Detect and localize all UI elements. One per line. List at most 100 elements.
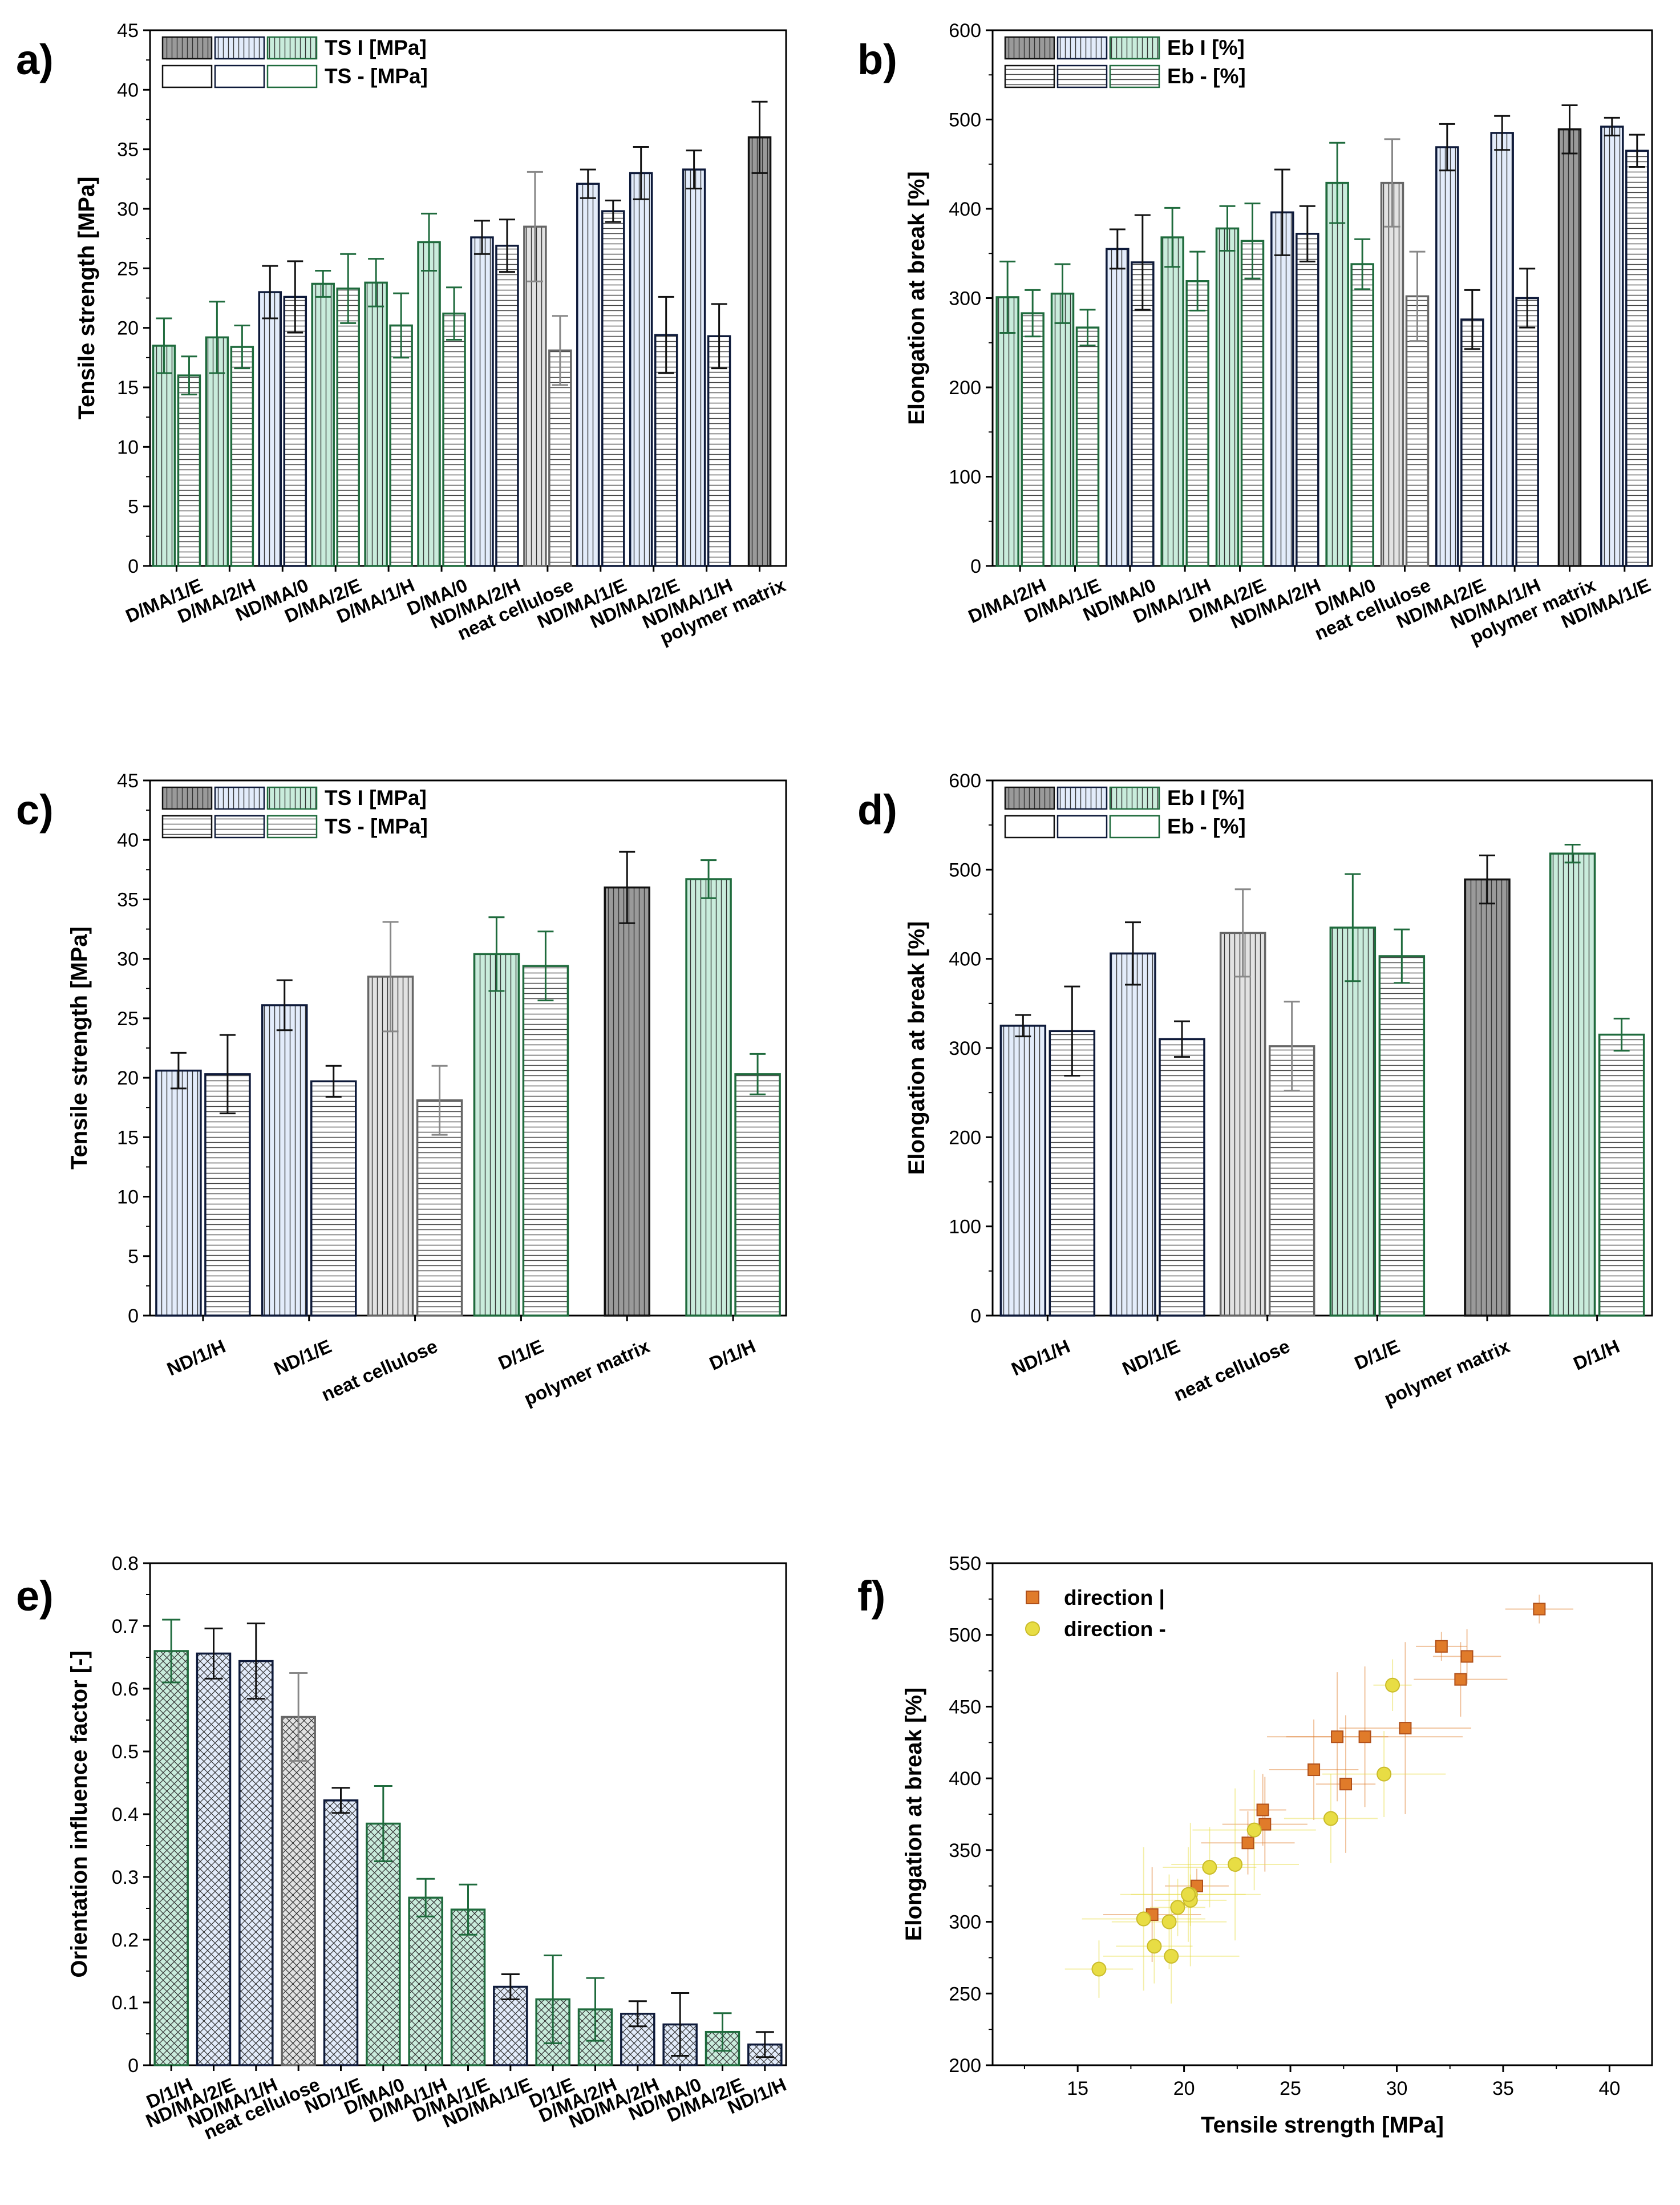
x-tick-label: 40 (1599, 2078, 1621, 2099)
bar-ND/MA/0-I-hatch (259, 292, 281, 566)
legend-swatch-row2-border (161, 815, 213, 839)
y-tick-label: 100 (949, 1216, 981, 1238)
bar-ND/MA/2/E-I-hatch (630, 173, 652, 566)
y-tick-label: 300 (949, 1912, 981, 1933)
bar-D/1/H-hatch (155, 1651, 188, 2065)
legend-label-row1: TS I [MPa] (325, 786, 427, 810)
bar-D/MA/2/H-perp-hatch (1022, 313, 1044, 566)
point-direction-perp (1181, 1887, 1196, 1902)
legend-swatch-row1-hatch (1110, 37, 1159, 59)
bar-neat cellulose-I-hatch (524, 226, 546, 566)
bar-D/MA/1/H-perp-hatch (1187, 281, 1209, 566)
panel-f: f) 200 250 300 350 400 450 500 550 Elongation at … (857, 1553, 1653, 2138)
y-axis-label: Elongation at break [%] (904, 171, 929, 425)
y-tick-label: 0.4 (112, 1804, 139, 1826)
legend-swatch-row1-border (1109, 786, 1160, 810)
legend-swatch-row2-border (1056, 64, 1108, 88)
point-direction-parallel (1256, 1803, 1269, 1816)
bar-D/MA/1/E-I-hatch (153, 345, 175, 566)
point-direction-parallel (1241, 1836, 1254, 1850)
y-tick-label: 0 (970, 1305, 981, 1327)
x-tick-label: neat cellulose (318, 1336, 440, 1406)
bar-ND/1/H-I-hatch (1001, 1025, 1046, 1316)
bar-D/MA/2/H-I-hatch (997, 297, 1019, 566)
bar-D/MA/1/H-hatch (409, 1897, 443, 2065)
y-axis-label: Elongation at break [%] (904, 921, 929, 1175)
point-direction-parallel (1399, 1722, 1412, 1735)
bar-ND/MA/1/H-I-hatch (683, 169, 705, 566)
bar-ND/1/H-perp-hatch (205, 1074, 250, 1316)
legend-swatch-row1-hatch (1058, 787, 1107, 809)
panel-b: b) 0 100 200 300 400 500 600 Elongation at break… (857, 20, 1654, 649)
y-tick-label: 35 (117, 139, 139, 161)
y-tick-label: 0 (128, 2055, 139, 2077)
bar-ND/MA/2/E-perp-hatch (1461, 319, 1483, 566)
bar-D/MA/1/H-perp-hatch (390, 325, 412, 566)
legend-marker-square (1026, 1591, 1039, 1604)
point-direction-parallel (1454, 1673, 1467, 1686)
x-tick-label: 25 (1280, 2078, 1301, 2099)
y-axis-label: Elongation at break [%] (901, 1688, 926, 1941)
y-axis-label: Tensile strength [MPa] (67, 926, 92, 1170)
x-axis-label: Tensile strength [MPa] (1201, 2113, 1444, 2138)
x-tick-label: D/1/E (495, 1336, 546, 1374)
point-direction-parallel (1533, 1603, 1546, 1616)
legend-swatch-row2-hatch (1110, 66, 1159, 87)
bar-D/MA/1/H-I-hatch (1161, 237, 1184, 567)
y-tick-label: 200 (949, 2055, 981, 2077)
y-axis-label: Tensile strength [MPa] (74, 177, 99, 420)
legend-swatch-row1-border (161, 786, 213, 810)
bar-ND/MA/1/H-perp-hatch (708, 336, 730, 566)
y-tick-label: 35 (117, 889, 139, 911)
legend-swatch-row2 (215, 66, 264, 87)
y-tick-label: 0.7 (112, 1616, 139, 1637)
panel-label: d) (857, 786, 897, 834)
bar-ND/1/E-I-hatch (1111, 953, 1155, 1316)
x-tick-label: ND/1/E (270, 1336, 334, 1379)
y-tick-label: 350 (949, 1840, 981, 1862)
bar-D/MA/1/E-perp-hatch (178, 375, 200, 566)
y-tick-label: 0.8 (112, 1553, 139, 1575)
legend-swatch-row2-border (266, 815, 318, 839)
y-tick-label: 45 (117, 20, 139, 42)
bar-ND/1/E-perp-hatch (1160, 1039, 1204, 1316)
y-tick-label: 0.1 (112, 1992, 139, 2014)
point-direction-perp (1164, 1948, 1179, 1964)
bar-ND/MA/1/E-perp-hatch (1626, 151, 1648, 566)
y-tick-label: 400 (949, 949, 981, 970)
x-tick-label: ND/1/E (1119, 1336, 1183, 1379)
legend-swatch-row2 (1110, 816, 1159, 838)
point-direction-perp (1246, 1822, 1262, 1838)
point-direction-perp (1170, 1900, 1185, 1915)
legend-swatch-row2 (268, 66, 317, 87)
y-tick-label: 300 (949, 1038, 981, 1059)
point-direction-parallel (1258, 1818, 1272, 1831)
legend-label-direction-perp: direction - (1064, 1617, 1166, 1641)
legend-swatch-row1-hatch (215, 37, 264, 59)
bar-polymer matrix-I-hatch (605, 887, 650, 1316)
point-direction-perp (1161, 1914, 1177, 1929)
y-tick-label: 250 (949, 1983, 981, 2005)
legend-swatch-row2-border (1004, 64, 1055, 88)
y-tick-label: 20 (117, 318, 139, 339)
panel-label: e) (16, 1572, 54, 1620)
y-tick-label: 40 (117, 79, 139, 101)
bar-D/MA/0-perp-hatch (1351, 264, 1374, 566)
bar-ND/MA/1/E-I-hatch (577, 184, 599, 566)
legend-swatch-row2-border (161, 64, 213, 88)
bar-neat cellulose-I-hatch (1381, 183, 1403, 566)
legend-swatch-row1-hatch (268, 37, 317, 59)
y-tick-label: 10 (117, 1187, 139, 1208)
y-tick-label: 15 (117, 1127, 139, 1148)
legend-swatch-row1-hatch (163, 787, 212, 809)
legend-label-row1: Eb I [%] (1167, 786, 1245, 810)
bar-ND/MA/2/H-perp-hatch (1296, 233, 1318, 566)
point-direction-parallel (1460, 1650, 1473, 1663)
panel-label: b) (857, 36, 897, 83)
x-tick-label: neat cellulose (1171, 1336, 1293, 1406)
legend-swatch-row1-hatch (1110, 787, 1159, 809)
bar-ND/MA/1/H-perp-hatch (1516, 298, 1539, 566)
bar-D/MA/2/E-perp-hatch (337, 288, 359, 566)
y-tick-label: 400 (949, 1768, 981, 1790)
